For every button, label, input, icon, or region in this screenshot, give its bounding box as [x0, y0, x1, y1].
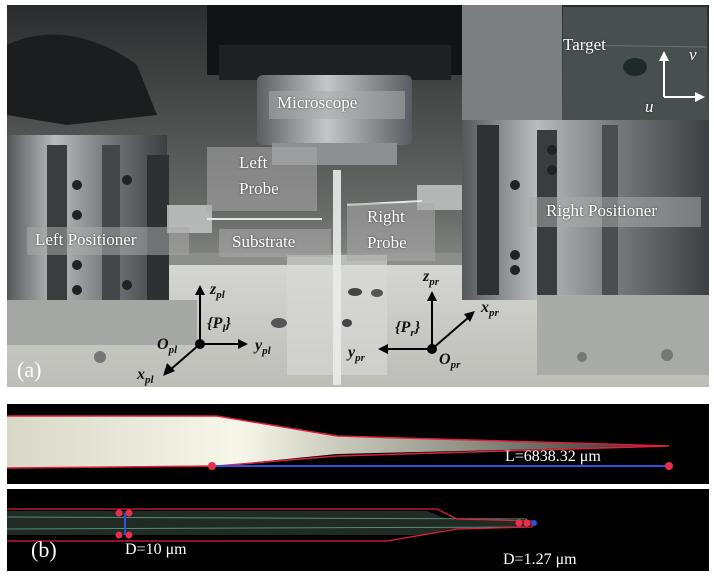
right-probe-label-line1: Right [367, 207, 405, 226]
right-positioner-label: Right Positioner [546, 201, 657, 220]
probe-diameter-micrograph: (b) D=10 μm D=1.27 μm [7, 489, 709, 571]
panel-b-label: (b) [31, 537, 57, 562]
probe-length-micrograph: L=6838.32 μm [7, 404, 709, 484]
left-positioner-label: Left Positioner [35, 230, 137, 249]
left-probe-label-line1: Left [239, 153, 268, 172]
right-frame-z: zpr [423, 268, 440, 289]
left-probe-label-line2: Probe [239, 179, 279, 198]
image-axes [659, 51, 705, 102]
probe-diameter-drawing [7, 508, 537, 542]
left-frame-z: zpl [210, 281, 225, 302]
panel-a-label: (a) [17, 357, 42, 382]
u-axis-label: u [645, 97, 654, 116]
v-axis-label: v [689, 45, 697, 64]
target-label: Target [563, 35, 606, 54]
microscope-label: Microscope [277, 93, 358, 112]
length-measurement: L=6838.32 μm [505, 448, 601, 465]
right-frame-name: {Pr} [395, 319, 421, 340]
right-frame-y: ypr [348, 344, 365, 365]
right-probe-label-line2: Probe [367, 233, 407, 252]
setup-photo: Target Microscope Left Probe Left Positi… [7, 5, 709, 387]
left-frame-name: {Pl} [207, 315, 231, 336]
base-diameter-measurement: D=10 μm [125, 541, 187, 558]
right-frame-origin: Opr [439, 351, 461, 372]
probe-length-drawing [7, 415, 673, 470]
tip-diameter-measurement: D=1.27 μm [503, 551, 577, 568]
right-frame-axes [378, 291, 475, 354]
left-frame-axes [163, 285, 248, 376]
left-frame-x: xpl [137, 366, 154, 387]
right-frame-x: xpr [481, 299, 499, 320]
substrate-label: Substrate [232, 232, 296, 251]
left-frame-origin: Opl [157, 336, 178, 357]
left-frame-y: ypl [255, 337, 271, 358]
